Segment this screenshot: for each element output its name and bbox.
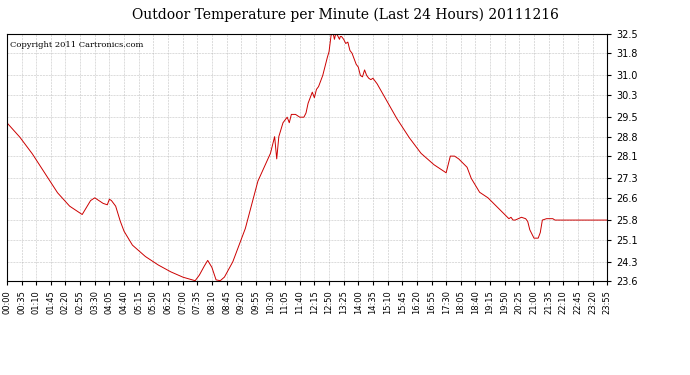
Text: Outdoor Temperature per Minute (Last 24 Hours) 20111216: Outdoor Temperature per Minute (Last 24 … — [132, 8, 558, 22]
Text: Copyright 2011 Cartronics.com: Copyright 2011 Cartronics.com — [10, 41, 144, 49]
